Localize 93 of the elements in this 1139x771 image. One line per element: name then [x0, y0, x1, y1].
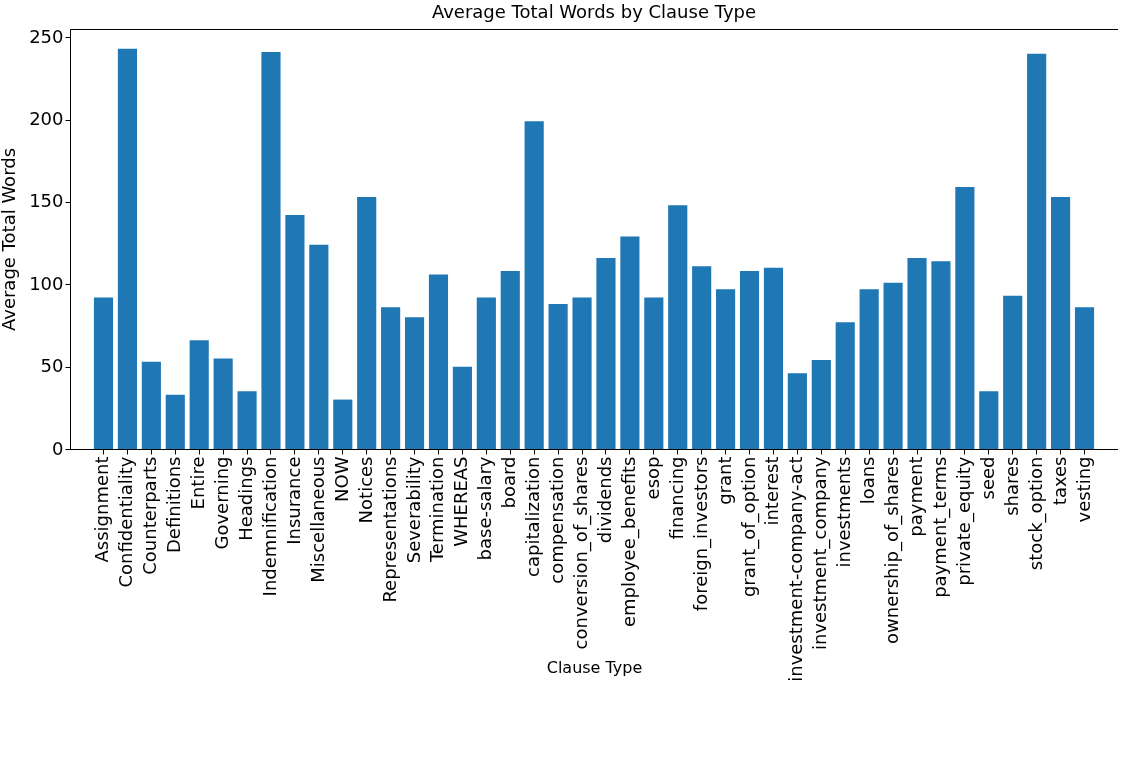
bar — [141, 361, 161, 449]
bar — [381, 307, 401, 449]
bar — [1027, 53, 1047, 449]
x-tick-label: Insurance — [282, 456, 304, 545]
bar — [285, 215, 305, 449]
x-tick-label: Entire — [187, 456, 209, 510]
bar — [620, 236, 640, 449]
x-tick-label: employee_benefits — [617, 456, 640, 628]
bar — [165, 394, 185, 449]
chart-title: Average Total Words by Clause Type — [431, 1, 757, 23]
x-tick-label: payment — [905, 456, 927, 537]
x-tick-label: investments — [833, 456, 855, 568]
bar — [787, 373, 807, 449]
bar — [716, 289, 736, 449]
bar — [739, 271, 760, 449]
y-axis-title: Average Total Words — [0, 147, 20, 332]
bar — [596, 257, 616, 449]
bar — [811, 360, 831, 449]
x-tick-label: WHEREAS — [450, 456, 472, 547]
x-tick-label: stock_option — [1024, 456, 1047, 571]
x-tick-label: seed — [976, 456, 998, 500]
x-tick-label: Notices — [354, 456, 376, 524]
bar — [1003, 295, 1023, 449]
x-tick-label: NOW — [330, 456, 352, 502]
x-tick-label: Assignment — [91, 456, 113, 563]
x-tick-label: payment_terms — [928, 456, 951, 598]
bar — [476, 297, 496, 449]
bar — [692, 266, 712, 449]
x-tick-label: financing — [665, 456, 687, 540]
bar — [548, 304, 568, 449]
bar — [404, 317, 425, 449]
x-tick-label: investment-company-act — [785, 456, 807, 682]
y-tick-label: 150 — [29, 190, 64, 212]
bar — [955, 187, 975, 449]
x-tick-label: Representations — [378, 456, 400, 603]
x-tick-label: conversion_of_shares — [570, 456, 593, 650]
bar — [189, 340, 209, 449]
bar — [261, 52, 281, 449]
x-axis-title: Clause Type — [546, 657, 643, 677]
bar — [93, 297, 114, 449]
y-tick-label: 200 — [29, 108, 64, 130]
x-tick-label: board — [498, 456, 520, 509]
x-tick-label: private_equity — [952, 456, 975, 586]
y-tick-label: 0 — [52, 437, 64, 459]
bar — [1074, 307, 1095, 449]
x-tick-label: foreign_investors — [689, 456, 712, 612]
x-tick-label: Termination — [426, 456, 448, 564]
y-tick-label: 250 — [29, 25, 64, 47]
x-tick-label: Confidentiality — [115, 456, 137, 588]
bar — [1051, 197, 1071, 449]
bar — [333, 399, 353, 449]
bar — [500, 271, 520, 449]
x-tick-label: vesting — [1072, 456, 1094, 523]
bar — [213, 358, 233, 449]
bar — [524, 121, 544, 449]
y-tick-label: 50 — [40, 355, 64, 377]
bar — [763, 267, 784, 449]
bar — [835, 322, 855, 449]
x-tick-label: investment_company — [809, 456, 832, 651]
bar — [883, 282, 903, 449]
x-tick-label: Governing — [211, 456, 233, 550]
x-tick-label: compensation — [546, 456, 568, 584]
bar — [309, 244, 329, 449]
bar — [357, 197, 377, 449]
bar — [931, 261, 951, 449]
bar — [979, 391, 999, 449]
x-tick-label: esop — [641, 456, 663, 500]
x-tick-label: loans — [857, 456, 879, 505]
x-tick-label: grant — [713, 456, 735, 505]
x-tick-label: Headings — [235, 456, 257, 541]
x-tick-label: capitalization — [522, 456, 544, 577]
x-tick-label: taxes — [1048, 456, 1070, 506]
x-tick-label: interest — [761, 456, 783, 526]
x-tick-label: dividends — [593, 456, 615, 544]
bar — [237, 391, 257, 449]
x-tick-label: ownership_of_shares — [881, 456, 904, 644]
x-tick-label: Counterparts — [139, 456, 161, 575]
y-tick-label: 100 — [29, 272, 64, 294]
bar — [452, 366, 472, 449]
bar — [859, 289, 879, 449]
x-tick-label: Severability — [402, 456, 424, 564]
bar — [117, 48, 137, 449]
x-tick-label: grant_of_option — [737, 456, 760, 598]
bar — [572, 297, 592, 449]
x-tick-label: Miscellaneous — [306, 456, 328, 583]
x-tick-label: Indemnification — [258, 456, 280, 597]
bar — [644, 297, 664, 449]
bar — [428, 274, 449, 449]
x-tick-label: base-salary — [474, 456, 496, 561]
x-tick-label: Definitions — [163, 456, 185, 554]
bar — [907, 257, 927, 449]
x-tick-label: shares — [1000, 456, 1022, 516]
bar — [668, 205, 688, 449]
